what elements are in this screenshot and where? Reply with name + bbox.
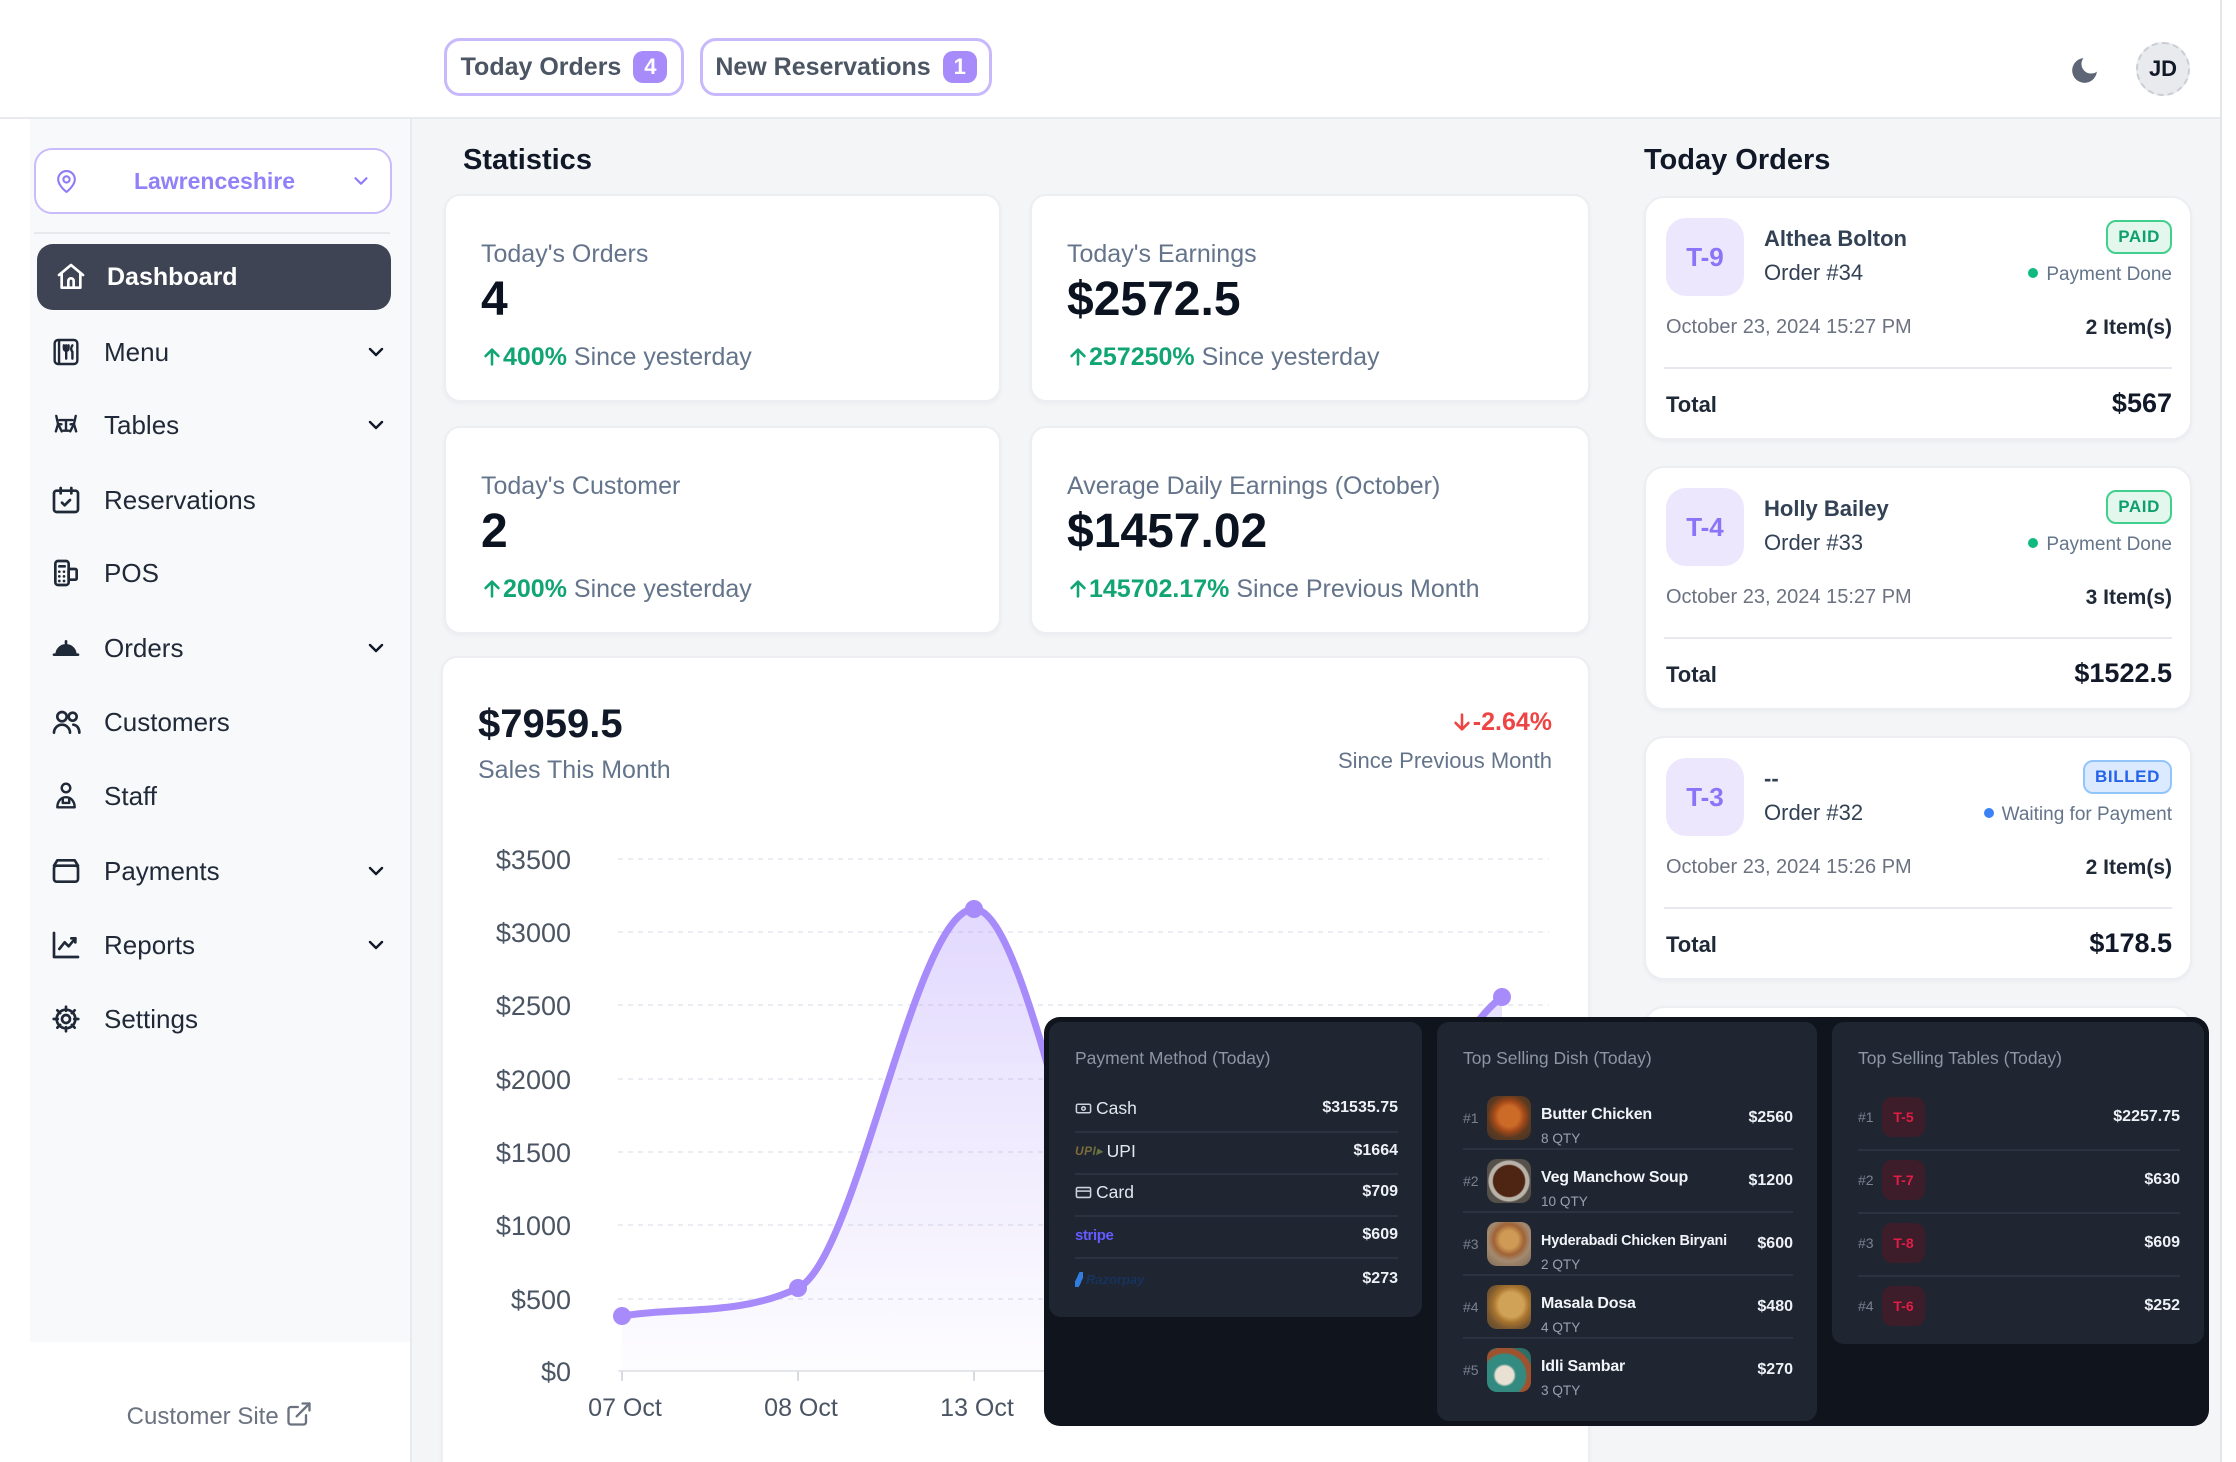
svg-text:$3000: $3000 [496, 918, 571, 948]
svg-text:$3500: $3500 [496, 845, 571, 875]
svg-text:$1500: $1500 [496, 1138, 571, 1168]
svg-text:$1000: $1000 [496, 1211, 571, 1241]
svg-text:$0: $0 [541, 1357, 571, 1387]
svg-text:13 Oct: 13 Oct [940, 1394, 1014, 1422]
svg-text:$2500: $2500 [496, 991, 571, 1021]
svg-text:07 Oct: 07 Oct [588, 1394, 662, 1422]
svg-text:$500: $500 [511, 1285, 571, 1315]
svg-text:$2000: $2000 [496, 1065, 571, 1095]
svg-text:08 Oct: 08 Oct [764, 1394, 838, 1422]
